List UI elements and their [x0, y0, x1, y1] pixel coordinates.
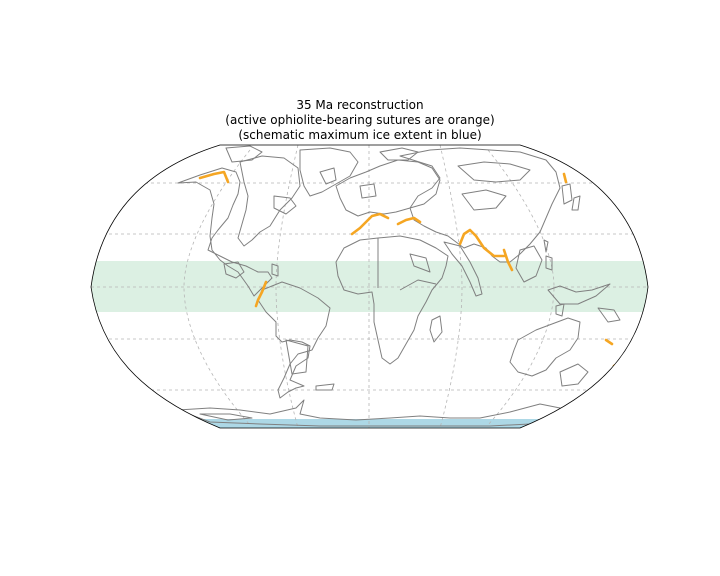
suture-new-guinea	[604, 338, 614, 346]
suture-cordillera	[198, 170, 230, 184]
title-line-2: (active ophiolite-bearing sutures are or…	[225, 113, 495, 127]
suture-alps	[350, 212, 390, 236]
map-frame	[90, 144, 649, 429]
ophiolite-sutures	[198, 170, 622, 368]
title-line-3: (schematic maximum ice extent in blue)	[238, 128, 482, 142]
asia-coast	[399, 147, 561, 263]
suture-zagros-himalaya	[458, 228, 506, 258]
ice-extent	[200, 419, 540, 428]
australia-coast	[509, 317, 581, 377]
title-line-1: 35 Ma reconstruction	[296, 98, 424, 112]
antarctica-coast	[177, 399, 561, 427]
suture-andes	[254, 280, 268, 308]
graticule	[91, 145, 648, 428]
tropical-band	[91, 261, 648, 312]
europe-coast	[335, 159, 441, 217]
north-america-coast	[177, 167, 273, 297]
map-title: 35 Ma reconstruction (active ophiolite-b…	[0, 98, 720, 143]
suture-caucasus	[396, 216, 422, 226]
coastlines	[119, 145, 623, 427]
suture-burma	[502, 248, 514, 272]
africa-coast	[335, 235, 449, 365]
suture-pacific-ne	[562, 172, 568, 184]
south-america-coast	[257, 281, 331, 399]
